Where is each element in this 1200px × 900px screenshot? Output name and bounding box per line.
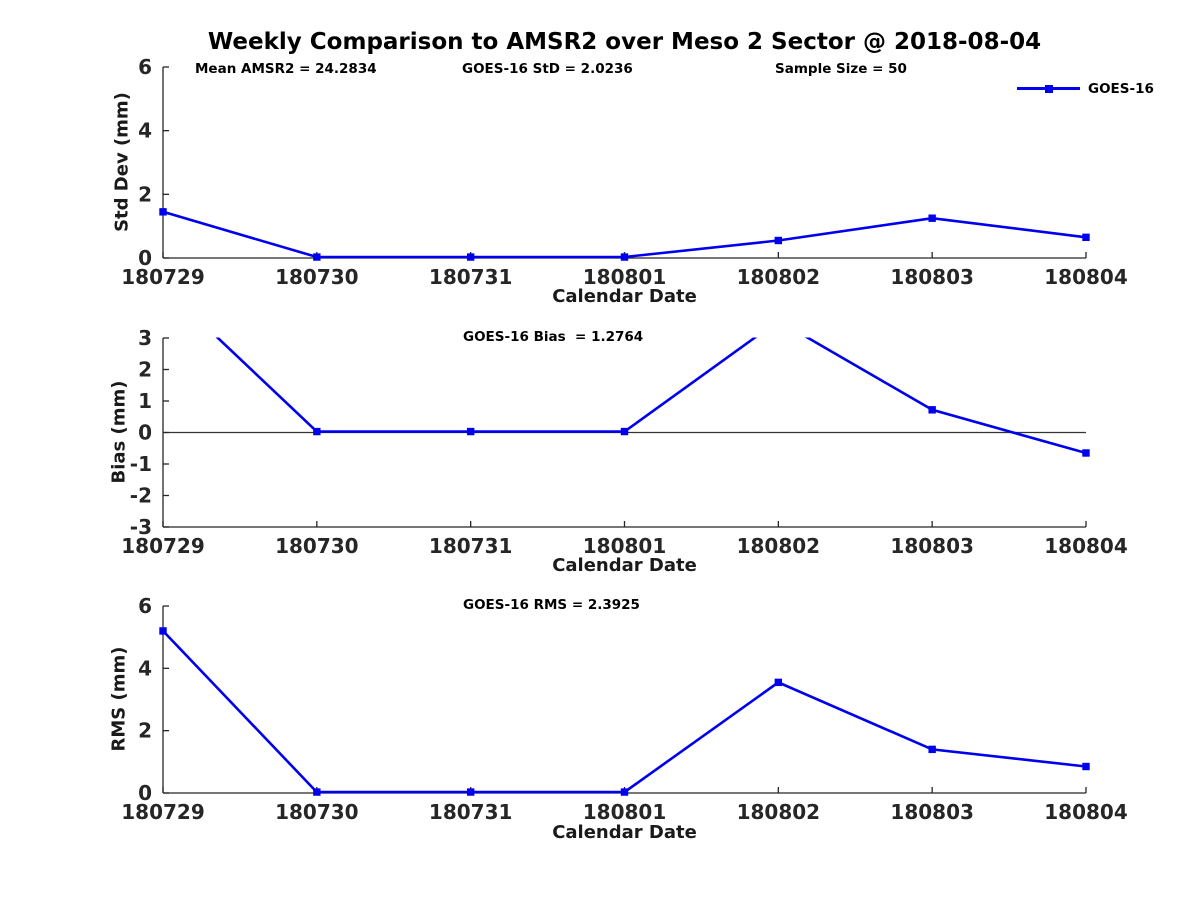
annotation-goes16-rms: GOES-16 RMS = 2.3925 (463, 597, 640, 613)
y-tick-label: -2 (130, 484, 152, 508)
rms-subplot: 0 2 4 6 180729 180730 180731 180801 180802 180803… (121, 594, 1128, 824)
x-tick-label: 180729 (121, 800, 205, 824)
x-tick-label: 180802 (737, 265, 821, 289)
y-tick-label: -1 (130, 452, 152, 476)
data-marker (774, 678, 783, 687)
legend-label: GOES-16 (1088, 80, 1154, 97)
x-tick-label: 180729 (121, 265, 205, 289)
bias-subplot: -3 -2 -1 0 1 2 3 180729 180730 180731 180801 180802… (121, 326, 1128, 558)
data-marker (466, 788, 475, 796)
y-tick-label: 2 (138, 719, 152, 743)
data-marker (466, 427, 475, 436)
x-axis-label-top: Calendar Date (552, 286, 697, 307)
x-tick-label: 180729 (121, 534, 205, 558)
data-marker (1082, 233, 1090, 242)
data-marker (928, 745, 936, 754)
data-marker (928, 406, 936, 414)
x-tick-label: 180801 (583, 800, 667, 824)
legend-line-sample (1017, 84, 1080, 93)
data-marker (620, 253, 629, 261)
x-tick-label: 180803 (890, 800, 974, 824)
y-tick-label: 1 (138, 389, 152, 413)
data-marker (1082, 762, 1090, 771)
x-tick-label: 180801 (583, 265, 667, 289)
annotation-goes16-std: GOES-16 StD = 2.0236 (462, 61, 633, 77)
std-dev-subplot: 0 2 4 6 180729 180730 180731 180801 180802 180803… (121, 55, 1128, 289)
data-line (162, 210, 1087, 259)
figure-title: Weekly Comparison to AMSR2 over Meso 2 S… (207, 29, 1042, 55)
y-tick-label: 6 (138, 55, 152, 79)
y-tick-label: 0 (138, 421, 152, 445)
y-tick-label: 4 (138, 119, 152, 143)
legend-square-marker-icon (1044, 84, 1053, 93)
x-tick-label: 180803 (890, 265, 974, 289)
data-marker (466, 253, 475, 261)
data-marker (774, 236, 783, 245)
x-tick-label: 180802 (737, 800, 821, 824)
data-marker (159, 627, 167, 635)
x-tick-label: 180731 (429, 265, 513, 289)
y-tick-label: 3 (138, 326, 152, 350)
x-tick-label: 180731 (429, 800, 513, 824)
x-tick-label: 180731 (429, 534, 513, 558)
x-tick-label: 180804 (1044, 800, 1128, 824)
data-marker (620, 788, 629, 796)
y-tick-label: 4 (138, 656, 152, 680)
x-tick-label: 180730 (275, 534, 359, 558)
y-tick-label: -3 (130, 515, 152, 539)
annotation-goes16-bias: GOES-16 Bias = 1.2764 (463, 329, 644, 345)
data-marker (1082, 449, 1090, 457)
x-tick-label: 180803 (890, 534, 974, 558)
y-tick-label: 0 (138, 246, 152, 270)
x-tick-label: 180730 (275, 265, 359, 289)
data-marker (313, 427, 321, 436)
y-tick-label: 6 (138, 594, 152, 618)
data-marker (313, 253, 321, 261)
x-axis-label-bottom: Calendar Date (552, 822, 697, 843)
data-line (162, 630, 1087, 794)
x-tick-label: 180801 (583, 534, 667, 558)
y-tick-label: 0 (138, 781, 152, 805)
data-marker (313, 788, 321, 796)
data-marker (928, 214, 936, 222)
annotation-sample-size: Sample Size = 50 (775, 61, 907, 77)
y-tick-label: 2 (138, 182, 152, 206)
data-marker (159, 208, 167, 216)
legend: GOES-16 (1017, 80, 1154, 97)
y-tick-label: 2 (138, 358, 152, 382)
x-tick-label: 180730 (275, 800, 359, 824)
x-axis-label-middle: Calendar Date (552, 555, 697, 576)
annotation-mean-amsr2: Mean AMSR2 = 24.2834 (195, 61, 377, 77)
x-tick-label: 180802 (737, 534, 821, 558)
x-tick-label: 180804 (1044, 265, 1128, 289)
x-tick-label: 180804 (1044, 534, 1128, 558)
data-marker (620, 427, 629, 436)
